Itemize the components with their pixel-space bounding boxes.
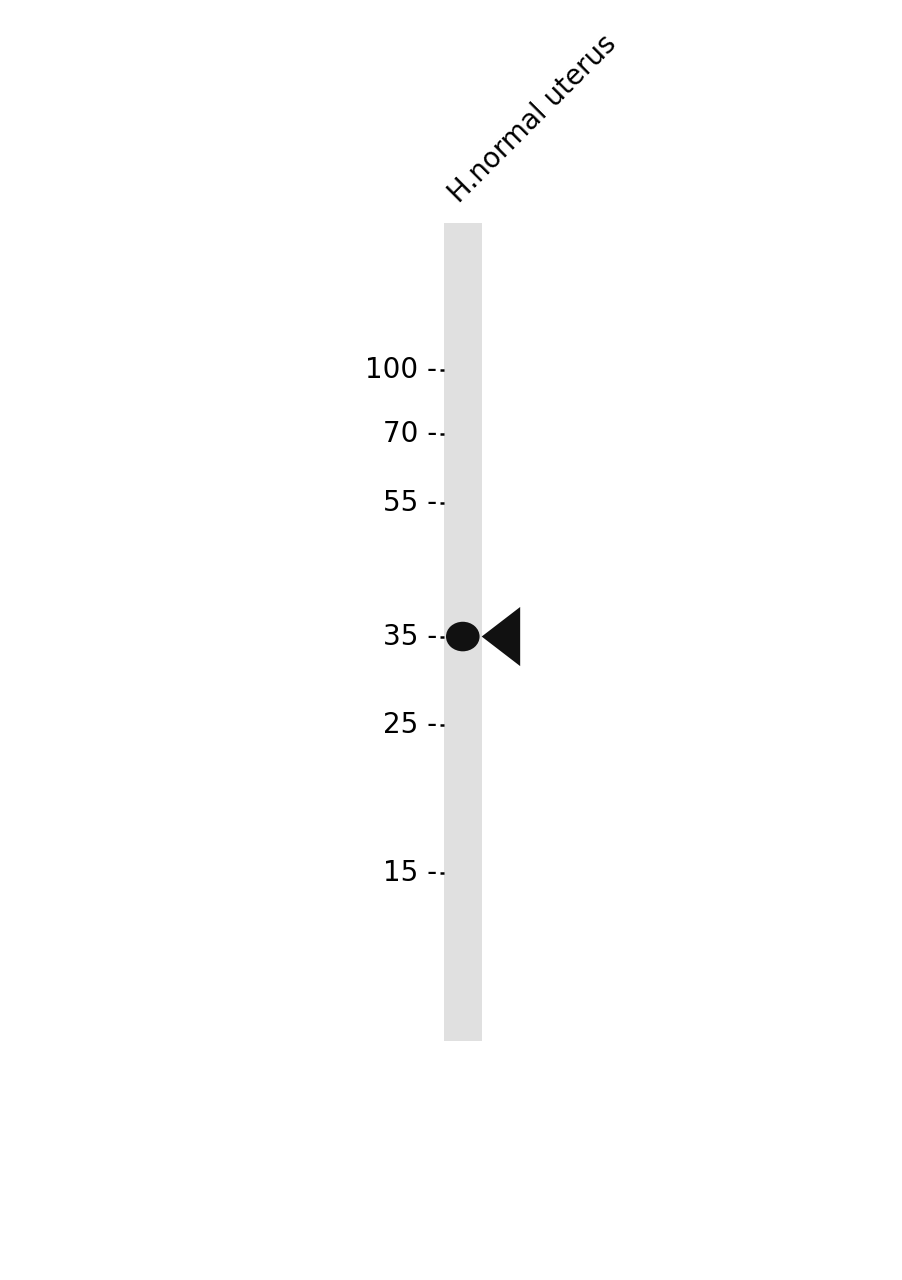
Text: H.normal uterus: H.normal uterus — [443, 29, 621, 207]
Text: 70 -: 70 - — [382, 421, 437, 448]
Bar — [443, 223, 482, 1041]
Text: 100 -: 100 - — [364, 356, 437, 384]
Text: 15 -: 15 - — [382, 859, 437, 887]
Polygon shape — [481, 607, 520, 666]
Text: 55 -: 55 - — [382, 489, 437, 517]
Text: 25 -: 25 - — [382, 712, 437, 740]
Ellipse shape — [446, 622, 479, 652]
Text: 35 -: 35 - — [382, 622, 437, 650]
